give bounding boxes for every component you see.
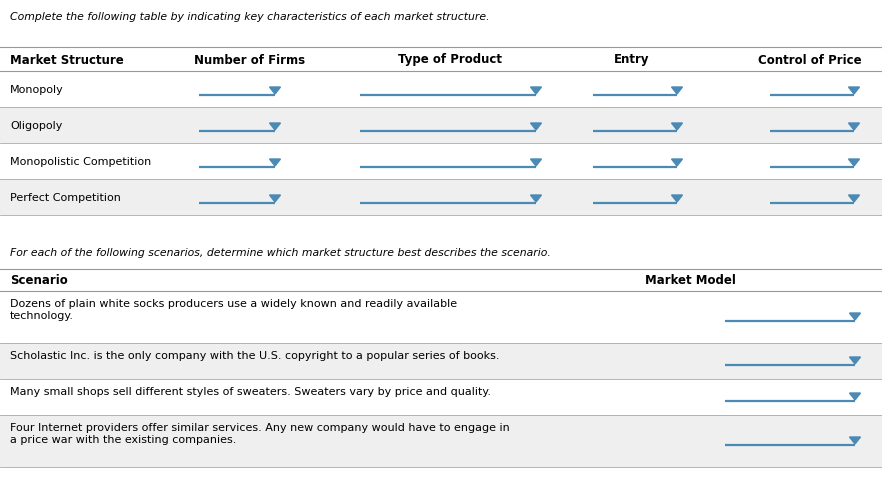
Bar bbox=[0, 343, 882, 379]
Bar bbox=[0, 144, 882, 180]
Polygon shape bbox=[530, 195, 542, 202]
Bar bbox=[0, 180, 882, 215]
Text: Number of Firms: Number of Firms bbox=[194, 54, 305, 66]
Bar bbox=[0, 108, 882, 144]
Text: Oligopoly: Oligopoly bbox=[10, 121, 63, 131]
Text: Many small shops sell different styles of sweaters. Sweaters vary by price and q: Many small shops sell different styles o… bbox=[10, 386, 491, 396]
Polygon shape bbox=[849, 393, 861, 400]
Text: Monopolistic Competition: Monopolistic Competition bbox=[10, 157, 151, 167]
Text: Control of Price: Control of Price bbox=[759, 54, 862, 66]
Polygon shape bbox=[530, 160, 542, 167]
Text: Complete the following table by indicating key characteristics of each market st: Complete the following table by indicati… bbox=[10, 12, 490, 22]
Polygon shape bbox=[848, 124, 859, 131]
Bar bbox=[0, 292, 882, 343]
Text: For each of the following scenarios, determine which market structure best descr: For each of the following scenarios, det… bbox=[10, 247, 551, 258]
Polygon shape bbox=[848, 195, 859, 202]
Text: Type of Product: Type of Product bbox=[398, 54, 502, 66]
Bar bbox=[0, 379, 882, 415]
Polygon shape bbox=[671, 160, 683, 167]
Polygon shape bbox=[671, 88, 683, 95]
Polygon shape bbox=[270, 124, 280, 131]
Polygon shape bbox=[270, 88, 280, 95]
Polygon shape bbox=[848, 160, 859, 167]
Bar bbox=[0, 72, 882, 108]
Text: Scholastic Inc. is the only company with the U.S. copyright to a popular series : Scholastic Inc. is the only company with… bbox=[10, 350, 499, 360]
Polygon shape bbox=[270, 160, 280, 167]
Text: Scenario: Scenario bbox=[10, 274, 68, 287]
Text: Monopoly: Monopoly bbox=[10, 85, 64, 95]
Polygon shape bbox=[849, 437, 861, 444]
Polygon shape bbox=[671, 195, 683, 202]
Text: Perfect Competition: Perfect Competition bbox=[10, 192, 121, 202]
Polygon shape bbox=[849, 357, 861, 364]
Polygon shape bbox=[530, 124, 542, 131]
Bar bbox=[0, 415, 882, 467]
Polygon shape bbox=[671, 124, 683, 131]
Text: Market Structure: Market Structure bbox=[10, 54, 123, 66]
Polygon shape bbox=[530, 88, 542, 95]
Polygon shape bbox=[849, 313, 861, 320]
Polygon shape bbox=[848, 88, 859, 95]
Text: Dozens of plain white socks producers use a widely known and readily available
t: Dozens of plain white socks producers us… bbox=[10, 299, 457, 320]
Text: Four Internet providers offer similar services. Any new company would have to en: Four Internet providers offer similar se… bbox=[10, 422, 510, 444]
Text: Entry: Entry bbox=[614, 54, 650, 66]
Text: Market Model: Market Model bbox=[645, 274, 736, 287]
Polygon shape bbox=[270, 195, 280, 202]
